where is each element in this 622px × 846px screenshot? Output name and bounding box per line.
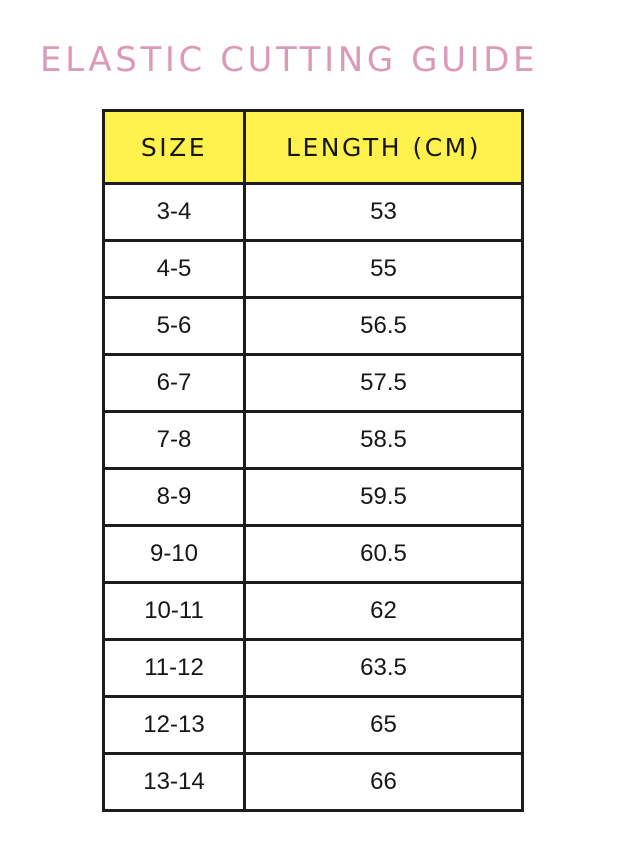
length-cell: 55 (243, 239, 524, 299)
size-cell: 9-10 (102, 524, 246, 584)
size-cell: 11-12 (102, 638, 246, 698)
page-title: ELASTIC CUTTING GUIDE (40, 40, 539, 80)
elastic-length-table: SIZE LENGTH (CM) 3-4 53 4-5 55 5-6 56.5 6-7 57.… (102, 109, 524, 812)
table-header-row: SIZE LENGTH (CM) (102, 109, 524, 185)
size-cell: 10-11 (102, 581, 246, 641)
table-row: 3-4 53 (102, 182, 524, 242)
size-cell: 3-4 (102, 182, 246, 242)
length-cell: 53 (243, 182, 524, 242)
length-cell: 60.5 (243, 524, 524, 584)
size-cell: 5-6 (102, 296, 246, 356)
table-row: 10-11 62 (102, 581, 524, 641)
header-size: SIZE (102, 109, 246, 185)
length-cell: 62 (243, 581, 524, 641)
header-length: LENGTH (CM) (243, 109, 524, 185)
table-row: 6-7 57.5 (102, 353, 524, 413)
table-row: 8-9 59.5 (102, 467, 524, 527)
table-row: 9-10 60.5 (102, 524, 524, 584)
length-cell: 66 (243, 752, 524, 812)
length-cell: 58.5 (243, 410, 524, 470)
size-cell: 12-13 (102, 695, 246, 755)
size-cell: 6-7 (102, 353, 246, 413)
table-row: 12-13 65 (102, 695, 524, 755)
size-cell: 8-9 (102, 467, 246, 527)
length-cell: 65 (243, 695, 524, 755)
length-cell: 63.5 (243, 638, 524, 698)
table-row: 13-14 66 (102, 752, 524, 812)
length-cell: 57.5 (243, 353, 524, 413)
length-cell: 56.5 (243, 296, 524, 356)
size-cell: 7-8 (102, 410, 246, 470)
size-cell: 13-14 (102, 752, 246, 812)
table-row: 5-6 56.5 (102, 296, 524, 356)
table-row: 4-5 55 (102, 239, 524, 299)
table-row: 7-8 58.5 (102, 410, 524, 470)
table-row: 11-12 63.5 (102, 638, 524, 698)
size-cell: 4-5 (102, 239, 246, 299)
length-cell: 59.5 (243, 467, 524, 527)
